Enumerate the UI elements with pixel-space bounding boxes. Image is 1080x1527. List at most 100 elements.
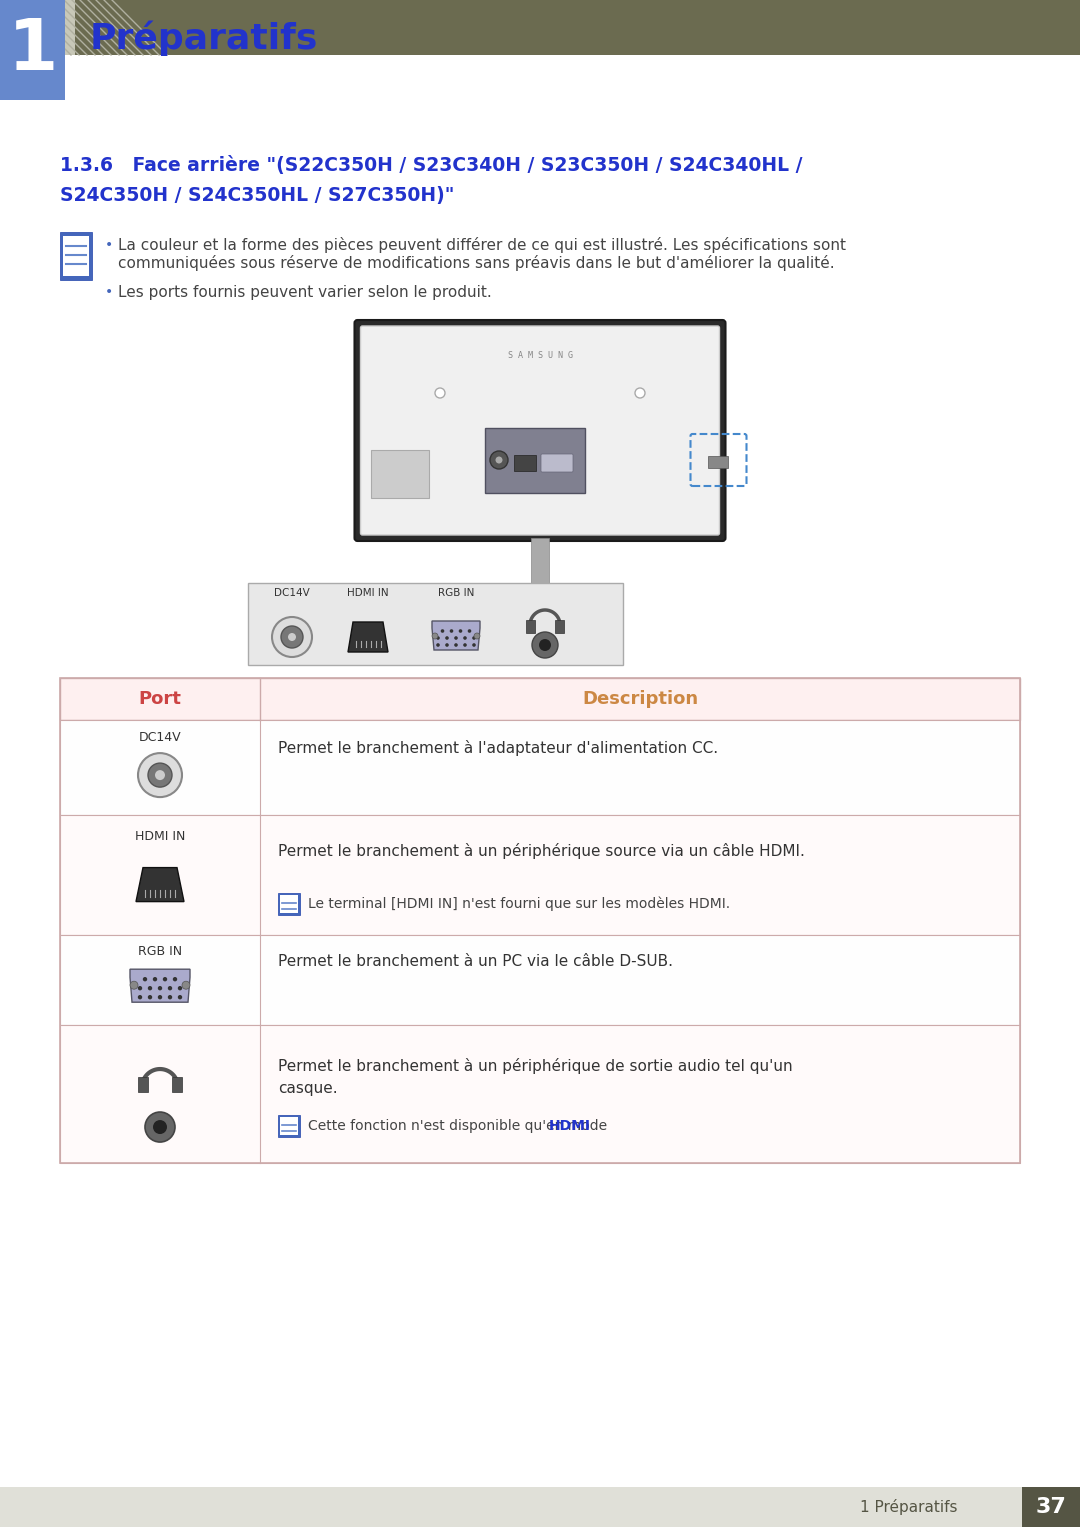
Circle shape [158,986,162,991]
Text: Permet le branchement à un PC via le câble D-SUB.: Permet le branchement à un PC via le câb… [278,954,673,970]
Text: HDMI IN: HDMI IN [347,588,389,599]
Circle shape [281,626,303,647]
Bar [531,538,549,606]
Circle shape [145,1112,175,1142]
Text: 37: 37 [1036,1496,1066,1516]
Circle shape [158,996,162,999]
Text: 1.3.6   Face arrière "(S22C350H / S23C340H / S23C350H / S24C340HL /: 1.3.6 Face arrière "(S22C350H / S23C340H… [60,156,802,174]
Circle shape [288,634,296,641]
Polygon shape [432,621,480,651]
Circle shape [148,764,172,786]
Circle shape [148,996,152,999]
Circle shape [173,977,177,982]
Text: HDMI IN: HDMI IN [135,831,185,843]
Text: Le terminal [HDMI IN] n'est fourni que sur les modèles HDMI.: Le terminal [HDMI IN] n'est fourni que s… [308,896,730,912]
Circle shape [455,637,458,640]
Text: HDMI: HDMI [549,1119,591,1133]
Bar [60,721,1020,815]
Bar [172,1077,183,1092]
Text: 1: 1 [8,15,57,84]
Text: DC14V: DC14V [274,588,310,599]
Circle shape [445,637,449,640]
Text: Les ports fournis peuvent varier selon le produit.: Les ports fournis peuvent varier selon l… [118,284,491,299]
Circle shape [455,643,458,647]
Bar [0,0,1080,55]
Bar [60,815,1020,935]
Circle shape [445,643,449,647]
Circle shape [432,634,438,638]
Polygon shape [136,867,184,901]
Bar [138,1077,148,1092]
Text: Permet le branchement à un périphérique source via un câble HDMI.: Permet le branchement à un périphérique … [278,843,805,860]
FancyBboxPatch shape [354,321,726,541]
Bar [370,450,429,498]
Bar [280,895,298,913]
Circle shape [435,388,445,399]
Text: 1 Préparatifs: 1 Préparatifs [860,1500,958,1515]
Bar [555,620,564,634]
Circle shape [463,637,467,640]
Text: La couleur et la forme des pièces peuvent différer de ce qui est illustré. Les s: La couleur et la forme des pièces peuven… [118,237,846,253]
Circle shape [474,634,480,638]
Circle shape [178,986,183,991]
Bar [63,237,89,276]
Text: Permet le branchement à un périphérique de sortie audio tel qu'un: Permet le branchement à un périphérique … [278,1058,793,1075]
Circle shape [472,637,476,640]
Circle shape [130,982,138,989]
Circle shape [178,996,183,999]
Circle shape [167,996,172,999]
Circle shape [441,629,444,632]
FancyBboxPatch shape [361,325,719,534]
Circle shape [539,638,551,651]
Circle shape [183,982,190,989]
Circle shape [436,643,440,647]
Bar [60,678,1020,721]
Text: •: • [105,238,113,252]
Bar [0,1487,1080,1527]
Circle shape [635,388,645,399]
Bar [0,0,65,99]
Text: Permet le branchement à l'adaptateur d'alimentation CC.: Permet le branchement à l'adaptateur d'a… [278,741,718,756]
Bar [60,935,1020,1025]
Text: Préparatifs: Préparatifs [90,20,319,56]
Ellipse shape [473,606,607,634]
Circle shape [463,643,467,647]
Text: casque.: casque. [278,1081,338,1096]
Circle shape [156,770,165,780]
Circle shape [167,986,172,991]
Bar [526,620,535,634]
Text: Description: Description [582,690,698,709]
Bar [278,1115,300,1136]
Circle shape [532,632,558,658]
Bar [485,428,585,493]
Circle shape [490,450,508,469]
Circle shape [272,617,312,657]
Circle shape [138,996,143,999]
Bar [280,1116,298,1135]
Circle shape [148,986,152,991]
Circle shape [436,637,440,640]
Text: RGB IN: RGB IN [437,588,474,599]
Text: DC14V: DC14V [138,730,181,744]
Circle shape [153,1119,167,1135]
Text: Port: Port [138,690,181,709]
Circle shape [138,986,143,991]
Text: S24C350H / S24C350HL / S27C350H)": S24C350H / S24C350HL / S27C350H)" [60,185,455,205]
Bar [60,232,92,279]
Text: Cette fonction n'est disponible qu'en mode: Cette fonction n'est disponible qu'en mo… [308,1119,611,1133]
Circle shape [152,977,158,982]
Text: S A M S U N G: S A M S U N G [508,351,572,360]
Circle shape [163,977,167,982]
Text: •: • [105,286,113,299]
Text: .: . [576,1119,580,1133]
Circle shape [138,753,183,797]
Circle shape [449,629,454,632]
Circle shape [472,643,476,647]
Circle shape [459,629,462,632]
Circle shape [143,977,147,982]
Bar [707,457,728,467]
Polygon shape [130,970,190,1002]
Circle shape [468,629,471,632]
Circle shape [496,457,502,464]
FancyBboxPatch shape [541,454,573,472]
